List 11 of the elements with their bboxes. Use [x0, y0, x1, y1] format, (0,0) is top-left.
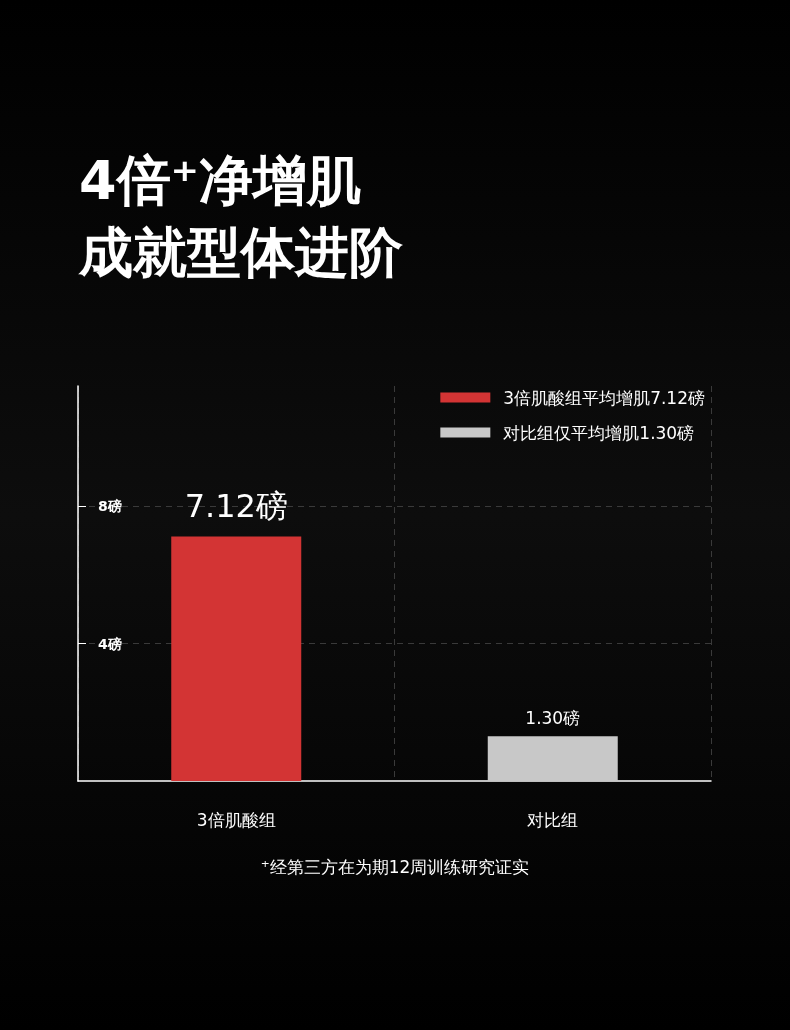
- y-tick-label: 8磅: [98, 498, 122, 515]
- x-tick-label: 3倍肌酸组: [196, 809, 276, 830]
- legend-label: 3倍肌酸组平均增肌7.12磅: [503, 387, 705, 408]
- y-tick-label: 4磅: [98, 635, 122, 652]
- data-label: 1.30磅: [525, 707, 581, 728]
- legend-label: 对比组仅平均增肌1.30磅: [503, 422, 695, 443]
- x-tick-label: 对比组: [527, 809, 579, 830]
- text: ⁺经第三方在为期12周训练研究证实: [260, 856, 530, 877]
- data-label: 7.12磅: [184, 487, 288, 526]
- chart-subtitle: 成就型体进阶: [78, 220, 403, 284]
- chart-title: 4倍⁺净增肌: [79, 148, 362, 212]
